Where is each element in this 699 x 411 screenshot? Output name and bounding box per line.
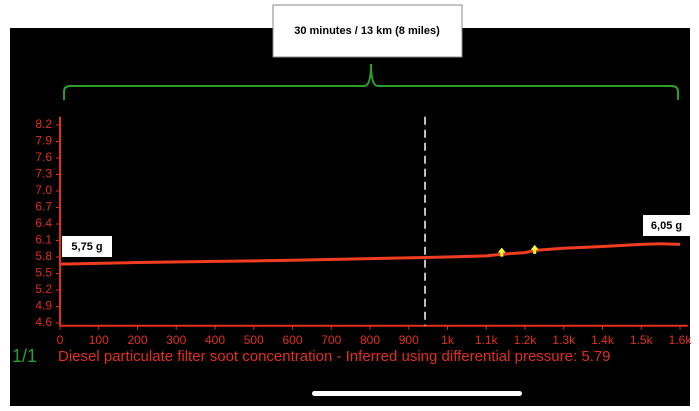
y-tick-label: 4.9 [35, 299, 52, 313]
home-indicator [312, 391, 522, 396]
x-tick-label: 400 [205, 333, 225, 347]
x-tick-label: 1k [441, 333, 455, 347]
bracket [63, 63, 679, 100]
y-tick-label: 7.3 [35, 167, 52, 181]
y-tick-label: 5.2 [35, 282, 52, 296]
background [10, 28, 690, 406]
x-tick-label: 1.6k [669, 333, 693, 347]
y-tick-label: 6.4 [35, 216, 52, 230]
end-label: 6,05 g [651, 220, 682, 232]
y-tick-label: 6.1 [35, 233, 52, 247]
y-tick-label: 4.6 [35, 315, 52, 329]
x-tick-label: 800 [360, 333, 380, 347]
x-tick-label: 900 [399, 333, 419, 347]
header: 30 minutes / 13 km (8 miles) [294, 25, 440, 37]
event-marker [530, 244, 539, 254]
page-indicator: 1/1 [12, 346, 37, 366]
y-tick-label: 7.6 [35, 150, 52, 164]
end-label-box [643, 215, 690, 236]
y-tick-label: 5.8 [35, 249, 52, 263]
start-label-box [62, 236, 112, 257]
x-tick-label: 1.1k [475, 333, 499, 347]
x-tick-label: 1.2k [514, 333, 538, 347]
x-tick-label: 700 [321, 333, 341, 347]
x-tick-label: 0 [57, 333, 64, 347]
footer: Diesel particulate filter soot concentra… [58, 348, 611, 365]
data-line [59, 242, 681, 266]
y-tick-label: 7.9 [35, 134, 52, 148]
header-box [272, 4, 463, 58]
y-tick-label: 7.0 [35, 183, 52, 197]
x-tick-label: 200 [127, 333, 147, 347]
x-tick-label: 600 [282, 333, 302, 347]
x-tick-label: 1.5k [630, 333, 654, 347]
start-label: 5,75 g [71, 241, 102, 253]
y-tick-label: 5.5 [35, 266, 52, 280]
x-tick-label: 100 [89, 333, 109, 347]
x-tick-label: 500 [244, 333, 264, 347]
event-marker [497, 247, 506, 257]
x-tick-label: 300 [166, 333, 186, 347]
x-tick-label: 1.4k [591, 333, 615, 347]
y-tick-label: 6.7 [35, 200, 52, 214]
y-tick-label: 8.2 [35, 117, 52, 131]
x-tick-label: 1.3k [552, 333, 576, 347]
